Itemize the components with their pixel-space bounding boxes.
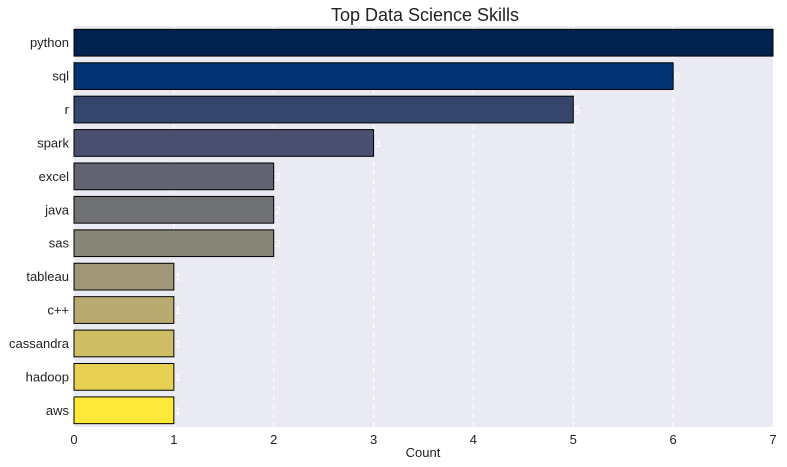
bar-cassandra — [73, 329, 175, 358]
y-tick-label-tableau: tableau — [26, 269, 69, 284]
data-label-sas: 2 — [275, 238, 281, 250]
data-label-tableau: 1 — [175, 272, 181, 284]
data-labels-group: 7 6 5 3 2 2 2 1 1 1 1 1 — [175, 38, 780, 418]
data-label-aws: 1 — [175, 405, 181, 417]
bar-sas — [73, 229, 275, 258]
x-tick-label: 0 — [70, 432, 77, 447]
y-tick-label-r: r — [65, 102, 70, 117]
y-tick-label-spark: spark — [37, 135, 69, 150]
data-label-spark: 3 — [375, 138, 381, 150]
data-label-python: 7 — [774, 38, 780, 50]
y-tick-labels: python sql r spark excel java sas tableau c++ cas… — [9, 35, 70, 418]
data-label-excel: 2 — [275, 171, 281, 183]
x-axis-label: Count — [406, 445, 441, 460]
bar-r — [73, 95, 574, 124]
bar-hadoop — [73, 363, 175, 391]
x-tick-label: 5 — [570, 432, 577, 447]
y-tick-label-sas: sas — [49, 236, 70, 251]
data-label-cassandra: 1 — [175, 338, 181, 350]
y-tick-label-python: python — [30, 35, 69, 50]
data-label-sql: 6 — [674, 71, 680, 83]
y-tick-label-aws: aws — [46, 403, 70, 418]
data-label-java: 2 — [275, 205, 281, 217]
bar-spark — [73, 129, 375, 157]
x-tick-label: 1 — [170, 432, 177, 447]
y-tick-label-cassandra: cassandra — [9, 336, 70, 351]
y-tick-label-c++: c++ — [47, 303, 69, 318]
y-tick-label-java: java — [44, 202, 70, 217]
x-tick-label: 2 — [270, 432, 277, 447]
y-tick-label-excel: excel — [39, 169, 69, 184]
bar-sql — [73, 62, 674, 90]
bar-c++ — [73, 296, 175, 324]
data-label-hadoop: 1 — [175, 372, 181, 384]
x-tick-label: 3 — [370, 432, 377, 447]
x-tick-label: 7 — [769, 432, 776, 447]
x-tick-labels: 0 1 2 3 4 5 6 7 — [70, 432, 776, 447]
bar-tableau — [73, 262, 175, 291]
chart-title: Top Data Science Skills — [331, 5, 519, 25]
bar-aws — [73, 396, 175, 425]
bar-java — [73, 195, 275, 224]
bar-python — [73, 28, 774, 57]
plot-area — [74, 26, 773, 427]
data-label-r: 5 — [574, 105, 580, 117]
grid-lines — [73, 26, 774, 427]
bars-group — [73, 28, 774, 425]
data-label-c++: 1 — [175, 305, 181, 317]
x-tick-label: 6 — [670, 432, 677, 447]
y-tick-label-hadoop: hadoop — [26, 369, 69, 384]
y-tick-label-sql: sql — [52, 69, 69, 84]
x-tick-label: 4 — [470, 432, 477, 447]
bar-excel — [73, 162, 275, 191]
